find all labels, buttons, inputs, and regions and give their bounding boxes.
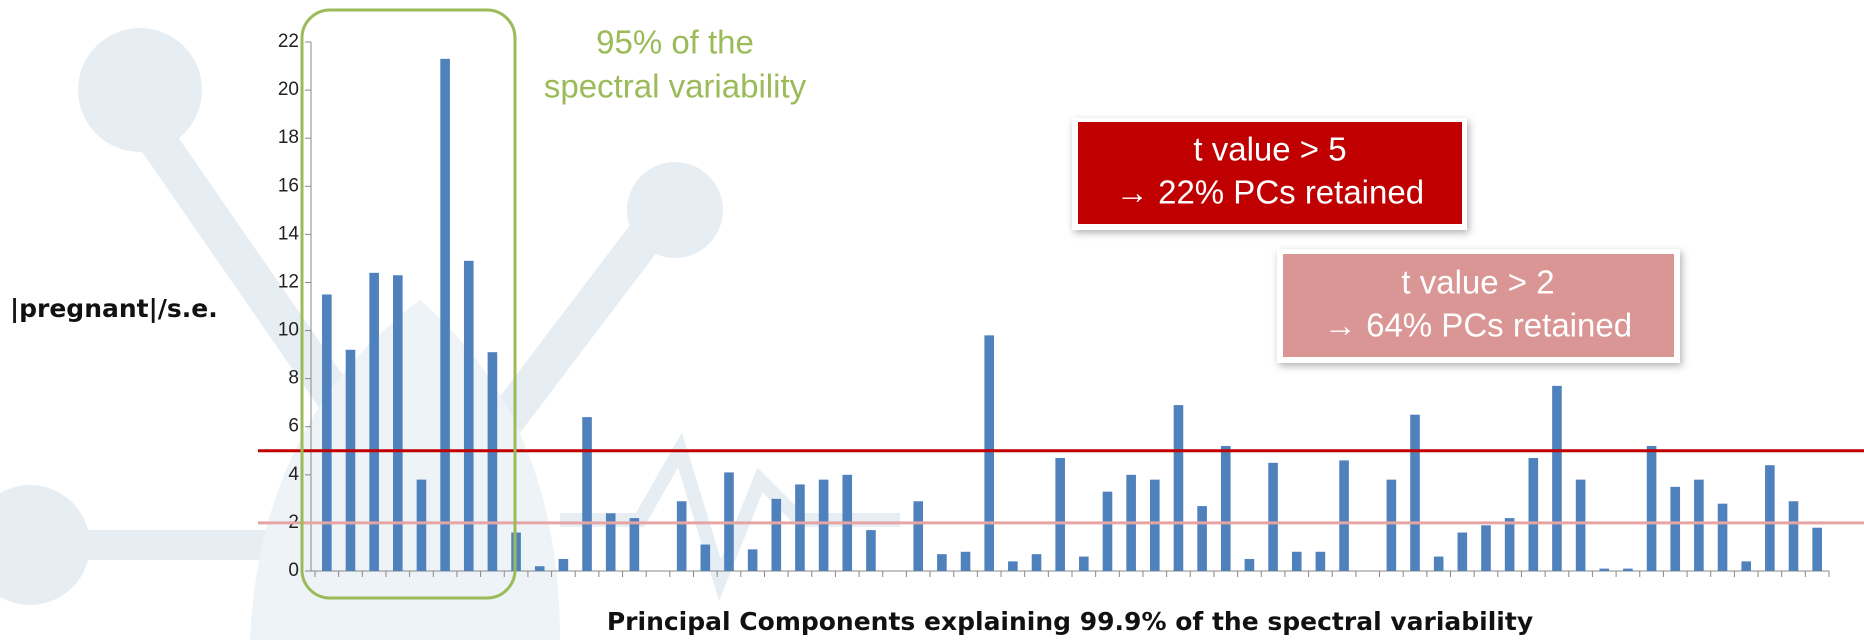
bar [747, 549, 758, 571]
y-tick-label: 6 [288, 416, 299, 437]
bar [795, 484, 805, 571]
bar [1031, 554, 1042, 571]
bar [818, 479, 829, 571]
bar [1623, 568, 1633, 571]
bar [1528, 457, 1539, 571]
bar [1765, 465, 1775, 571]
bar [558, 558, 569, 571]
bar [1079, 556, 1089, 571]
bar [1457, 532, 1468, 571]
bar [1575, 479, 1586, 571]
bar [1268, 462, 1278, 571]
bar [392, 275, 403, 571]
y-tick-label: 10 [278, 320, 299, 341]
highlight-box [300, 8, 517, 600]
bar [534, 566, 545, 571]
bar [1504, 518, 1515, 571]
bar [1433, 556, 1444, 571]
bar [440, 58, 450, 572]
bar [984, 335, 995, 571]
bar [369, 272, 379, 571]
y-tick-label: 14 [278, 223, 300, 244]
bar [960, 551, 971, 571]
bar [676, 501, 687, 571]
y-tick-label: 16 [278, 175, 299, 196]
callout: t value > 2 → 64% PCs retained [1277, 249, 1680, 363]
bar [1694, 479, 1704, 571]
y-tick-label: 22 [278, 31, 299, 52]
bar [1008, 561, 1018, 571]
callout-box [1078, 122, 1462, 224]
bar [1717, 503, 1728, 571]
callout-line: → 64% PCs retained [1324, 307, 1632, 344]
bar [1670, 486, 1681, 571]
y-tick-label: 8 [288, 368, 299, 389]
x-axis-label: Principal Components explaining 99.9% of… [607, 607, 1533, 636]
bar [1599, 568, 1610, 571]
bar [416, 479, 427, 571]
bar [1149, 479, 1160, 571]
bar [605, 513, 616, 571]
annotation-line: spectral variability [544, 68, 807, 105]
y-tick-label: 20 [278, 79, 299, 100]
bar [1410, 414, 1420, 571]
bar [1244, 558, 1255, 571]
bar [1812, 527, 1822, 571]
y-tick-label: 4 [288, 464, 299, 485]
bar [1055, 457, 1065, 571]
bar [1339, 460, 1349, 571]
bar [1173, 405, 1184, 571]
callout: t value > 5 → 22% PCs retained [1072, 118, 1467, 230]
bar [700, 544, 711, 571]
bar [1646, 445, 1657, 571]
bar [582, 417, 592, 571]
bar [1788, 501, 1799, 571]
bar [463, 260, 474, 571]
bar [487, 352, 498, 571]
bar [629, 518, 640, 571]
callout-line: t value > 5 [1193, 131, 1346, 168]
bar [1741, 561, 1752, 571]
annotation-line: 95% of the [596, 24, 754, 61]
bar [937, 554, 947, 571]
bar [1552, 385, 1562, 571]
bar [1315, 551, 1326, 571]
bar [1481, 525, 1491, 571]
bar [866, 530, 876, 571]
bar [1291, 551, 1302, 571]
callout-line: → 22% PCs retained [1116, 174, 1424, 211]
callout-box [1283, 254, 1674, 357]
bar [1197, 506, 1207, 571]
bar [345, 349, 356, 571]
bar [1386, 479, 1397, 571]
y-tick-label: 18 [278, 127, 299, 148]
y-tick-label: 0 [288, 560, 299, 581]
bar [1102, 491, 1113, 571]
watermark [0, 28, 900, 640]
bar [1220, 445, 1231, 571]
bar [322, 294, 332, 571]
bar [771, 498, 782, 571]
callout-line: t value > 2 [1401, 264, 1554, 301]
y-axis-label: |pregnant|/s.e. [10, 294, 218, 323]
y-tick-label: 12 [278, 271, 299, 292]
bar [913, 501, 924, 571]
